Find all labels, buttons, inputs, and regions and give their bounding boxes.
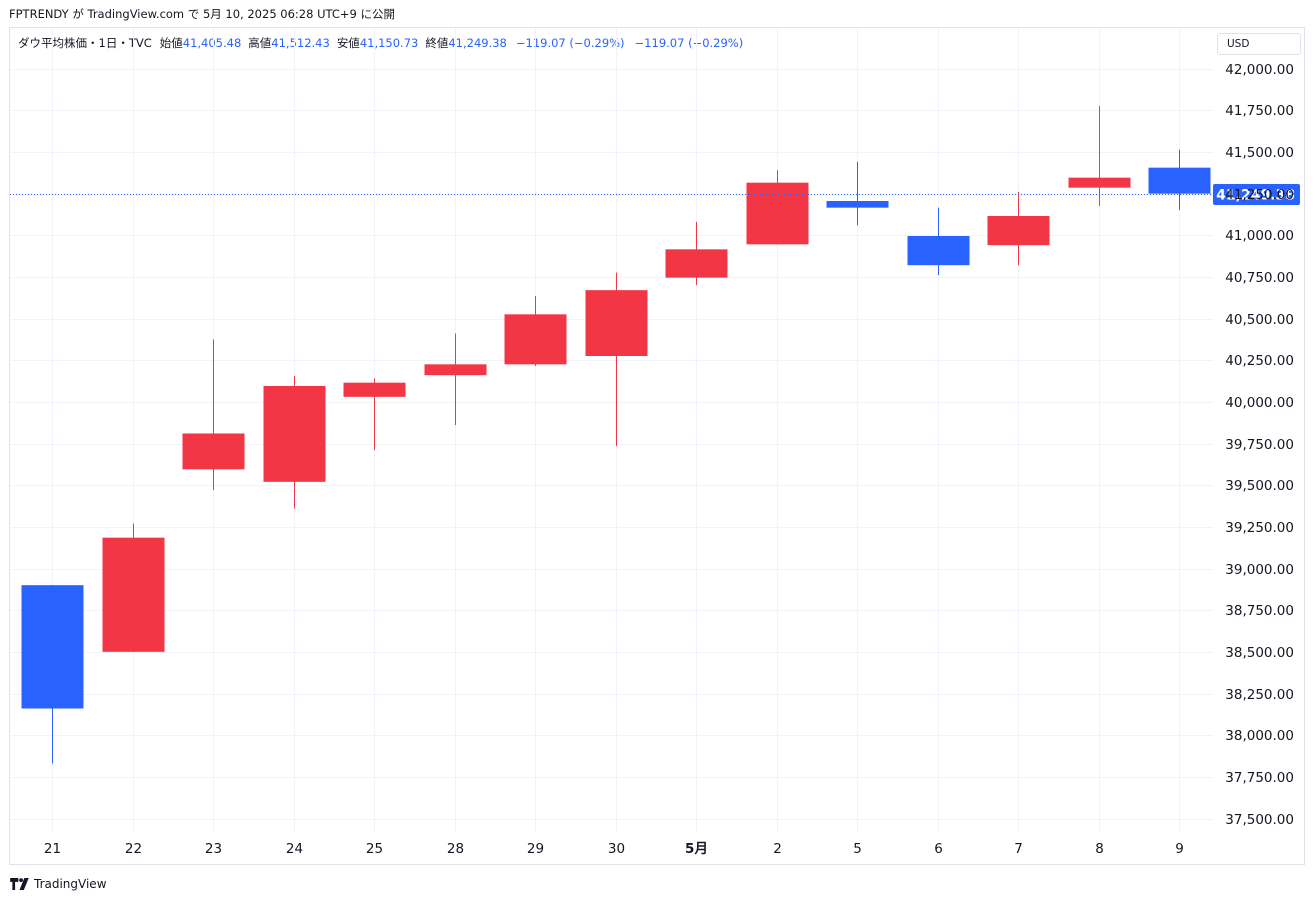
y-tick-label: 39,250.00 [1225,520,1294,536]
currency-button[interactable]: USD [1217,33,1301,55]
legend-open-label: 始値 [159,36,183,50]
x-tick-label: 29 [527,841,544,857]
candle-body [665,249,728,278]
y-tick-label: 37,750.00 [1225,770,1294,786]
legend-close-value: 41,249.38 [448,36,507,50]
candle-body [826,201,889,208]
legend-open-value: 41,405.48 [182,36,242,50]
legend-high-label: 高値 [248,36,272,50]
y-tick-label: 41,250.00 [1225,187,1294,203]
legend-change-percent: −119.07 (−0.29%) [634,36,744,50]
candle-body [1068,177,1131,188]
publish-line: FPTRENDY が TradingView.com で 5月 10, 2025… [9,7,395,21]
y-tick-label: 39,750.00 [1225,437,1294,453]
y-tick-label: 41,750.00 [1225,103,1294,119]
last-price-line: 41,249.38 [10,184,1300,205]
candle-body [424,364,487,376]
x-tick-label: 5月 [685,841,708,857]
x-tick-label: 7 [1014,841,1023,857]
y-tick-label: 40,000.00 [1225,395,1294,411]
x-tick-label: 23 [205,841,222,857]
y-tick-label: 38,250.00 [1225,687,1294,703]
legend-close-label: 終値 [425,36,449,50]
candle-body [263,386,326,482]
chart-frame [9,27,1305,865]
y-tick-label: 37,500.00 [1225,812,1294,828]
y-tick-label: 40,750.00 [1225,270,1294,286]
candle-body [987,216,1050,246]
candles [21,106,1211,764]
y-tick-label: 41,500.00 [1225,145,1294,161]
y-tick-label: 41,000.00 [1225,228,1294,244]
candle-body [182,433,245,470]
legend-high-value: 41,512.43 [271,36,330,50]
footer-branding[interactable]: TradingView [10,877,107,891]
legend-low-label: 安値 [336,36,360,50]
x-tick-label: 25 [366,841,383,857]
y-tick-label: 38,750.00 [1225,603,1294,619]
y-tick-label: 39,000.00 [1225,562,1294,578]
x-tick-label: 2 [773,841,782,857]
price-axis: 42,000.00 41,750.00 41,500.00 41,250.00 41,0… [1225,62,1294,828]
legend-change: −119.07 (−0.29%) [515,36,625,50]
candle-body [102,537,165,652]
footer-brand-text: TradingView [34,877,107,891]
grid-lines [10,28,1213,832]
y-tick-label: 39,500.00 [1225,478,1294,494]
y-tick-label: 38,500.00 [1225,645,1294,661]
candle-body [746,182,809,245]
x-tick-label: 22 [125,841,142,857]
x-tick-label: 9 [1175,841,1184,857]
candle-body [21,585,84,709]
x-tick-label: 24 [286,841,303,857]
x-tick-label: 5 [853,841,862,857]
x-tick-label: 28 [447,841,464,857]
x-tick-label: 8 [1095,841,1104,857]
tradingview-logo-icon [10,878,29,890]
x-tick-label: 6 [934,841,943,857]
candle-body [585,290,648,356]
y-tick-label: 38,000.00 [1225,728,1294,744]
y-tick-label: 42,000.00 [1225,62,1294,78]
candle-body [1148,167,1211,194]
y-tick-label: 40,500.00 [1225,312,1294,328]
x-tick-label: 30 [608,841,625,857]
candle-body [504,314,567,365]
y-tick-label: 40,250.00 [1225,353,1294,369]
last-price-label: 41,249.38 [1216,188,1295,204]
last-price-label-bg [1213,184,1300,205]
candle-body [343,382,406,397]
x-tick-label: 21 [44,841,61,857]
candle-body [907,236,970,266]
legend-symbol[interactable]: ダウ平均株価・1日・TVC [18,36,152,50]
time-axis: 21 22 23 24 25 28 29 30 5月 2 5 6 7 8 9 [44,841,1184,857]
